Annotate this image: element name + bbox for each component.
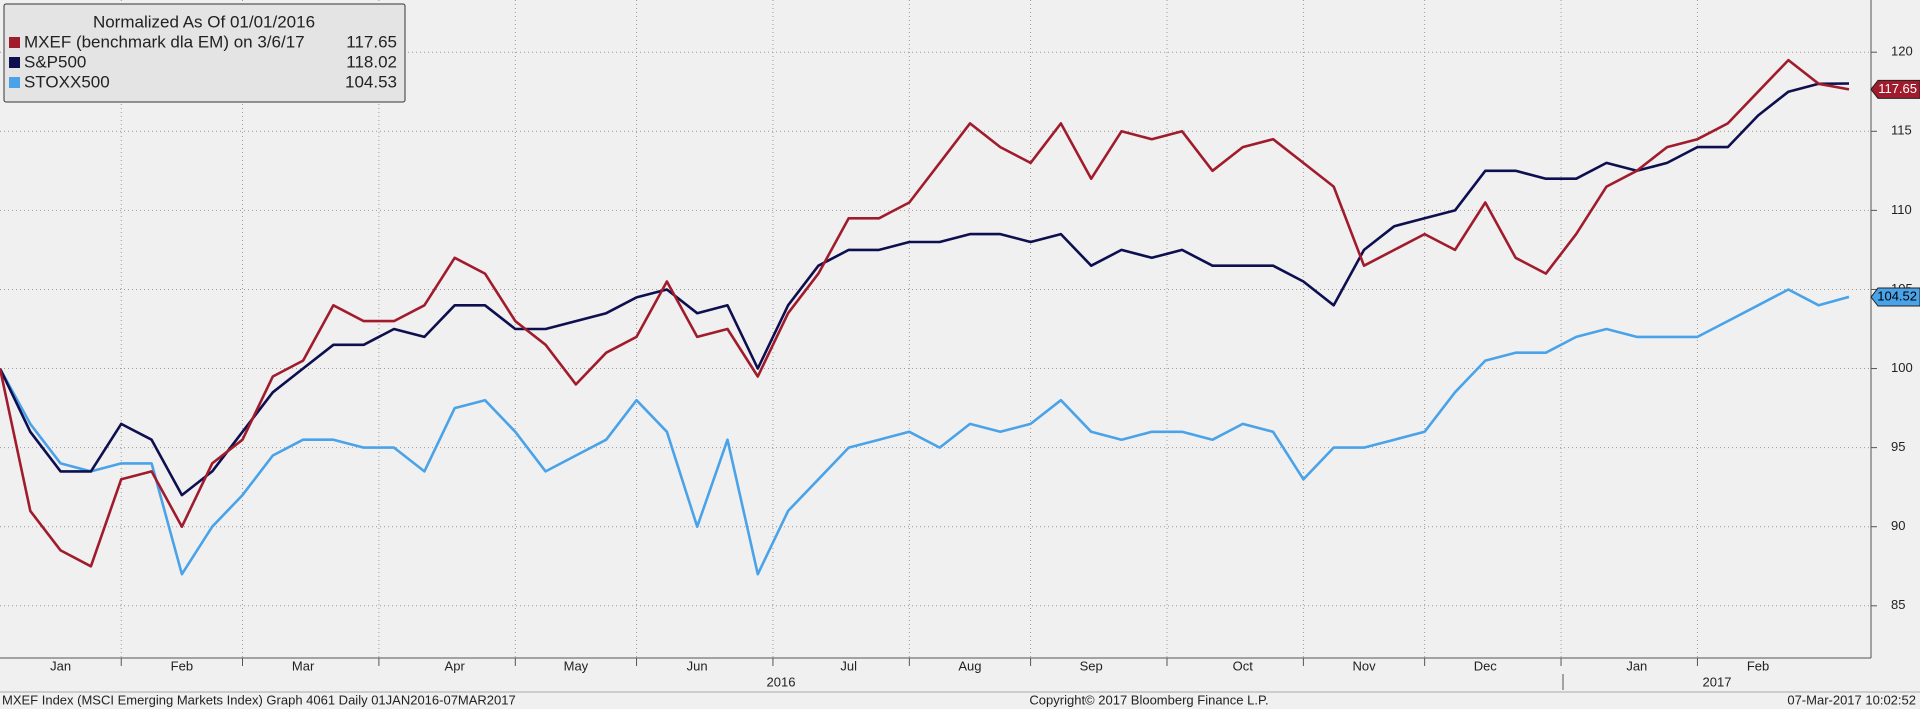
legend-swatch bbox=[9, 77, 20, 88]
legend-swatch bbox=[9, 57, 20, 68]
x-tick-label: Feb bbox=[171, 658, 193, 673]
year-label: 2017 bbox=[1703, 674, 1732, 689]
x-tick-label: Mar bbox=[292, 658, 315, 673]
x-tick-label: Sep bbox=[1080, 658, 1103, 673]
legend-value: 104.53 bbox=[345, 72, 397, 91]
y-tick-label: 90 bbox=[1891, 518, 1905, 533]
x-tick-label: Apr bbox=[445, 658, 466, 673]
legend-value: 118.02 bbox=[346, 52, 397, 71]
x-tick-label: Dec bbox=[1474, 658, 1498, 673]
legend-label: S&P500 bbox=[24, 52, 86, 71]
x-tick-label: Jul bbox=[840, 658, 857, 673]
footer-center: Copyright© 2017 Bloomberg Finance L.P. bbox=[1029, 692, 1268, 707]
x-tick-label: Oct bbox=[1233, 658, 1254, 673]
y-tick-label: 110 bbox=[1891, 202, 1912, 217]
legend: Normalized As Of 01/01/2016 MXEF (benchm… bbox=[3, 3, 406, 103]
y-tick-label: 85 bbox=[1891, 597, 1905, 612]
legend-label: MXEF (benchmark dla EM) on 3/6/17 bbox=[24, 32, 305, 51]
year-label: 2016 bbox=[767, 674, 796, 689]
y-tick-label: 115 bbox=[1891, 123, 1912, 138]
y-tick-label: 100 bbox=[1891, 360, 1913, 375]
price-tag bbox=[1870, 287, 1920, 307]
price-tag-label: 117.65 bbox=[1878, 81, 1917, 96]
series-line bbox=[0, 58, 1850, 568]
x-tick-label: Feb bbox=[1747, 658, 1769, 673]
legend-title: Normalized As Of 01/01/2016 bbox=[93, 12, 315, 31]
x-tick-label: Jan bbox=[1626, 658, 1647, 673]
series-line bbox=[0, 288, 1850, 576]
series-line bbox=[0, 82, 1850, 497]
legend-swatch bbox=[9, 37, 20, 48]
x-tick-label: Jun bbox=[687, 658, 708, 673]
price-tag-label: 104.52 bbox=[1877, 288, 1917, 303]
x-tick-label: Nov bbox=[1352, 658, 1376, 673]
footer-left: MXEF Index (MSCI Emerging Markets Index)… bbox=[2, 692, 516, 707]
x-tick-label: Aug bbox=[958, 658, 981, 673]
x-tick-label: May bbox=[564, 658, 589, 673]
y-tick-label: 120 bbox=[1891, 44, 1913, 59]
x-tick-label: Jan bbox=[50, 658, 71, 673]
legend-box bbox=[3, 3, 406, 103]
legend-value: 117.65 bbox=[346, 32, 397, 51]
plot-area bbox=[0, 0, 1871, 658]
price-tag bbox=[1870, 79, 1920, 99]
footer-right: 07-Mar-2017 10:02:52 bbox=[1787, 692, 1916, 707]
legend-label: STOXX500 bbox=[24, 72, 110, 91]
y-tick-label: 95 bbox=[1891, 439, 1905, 454]
